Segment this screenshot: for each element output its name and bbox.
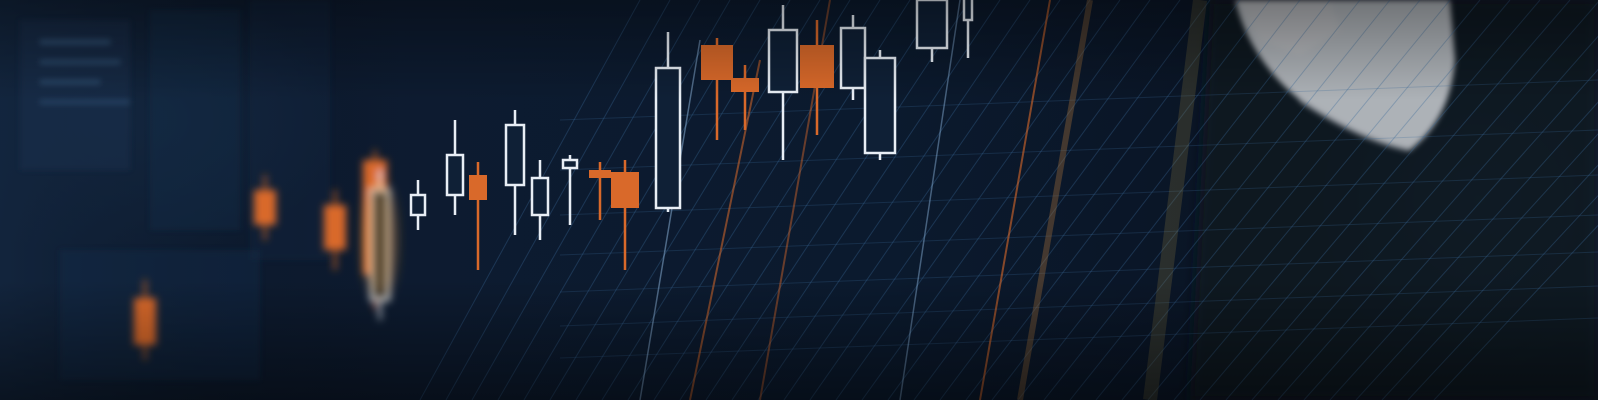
- grid-line-vertical: [1251, 1, 1598, 400]
- grid-line-vertical: [1381, 164, 1598, 400]
- grid-line-vertical: [471, 0, 701, 400]
- grid-line-horizontal: [559, 317, 1598, 359]
- candle-bullish: [839, 15, 867, 100]
- candle-bullish: [409, 180, 427, 230]
- candle-bullish: [530, 160, 550, 240]
- grid-line-vertical: [1225, 0, 1571, 400]
- grid-line-horizontal: [559, 285, 1598, 327]
- candle-bullish: [863, 50, 897, 160]
- candle-bearish: [324, 190, 346, 270]
- grid-line-vertical: [1121, 0, 1451, 400]
- grid-line-vertical: [1433, 224, 1598, 400]
- candle-bullish: [561, 155, 579, 225]
- grid-line-vertical: [783, 0, 1061, 400]
- grid-line-vertical: [445, 0, 671, 400]
- grid-line-vertical: [1017, 0, 1331, 400]
- light-beam: [1017, 0, 1093, 400]
- grid-line-vertical: [1173, 0, 1511, 400]
- grid-line-vertical: [731, 0, 1001, 400]
- light-beam: [899, 0, 961, 400]
- grid-line-vertical: [1277, 35, 1598, 400]
- light-beam: [1143, 0, 1207, 400]
- light-beam: [689, 59, 761, 400]
- grid-line-vertical: [965, 0, 1271, 400]
- grid-line-horizontal: [559, 79, 1598, 121]
- candle-bullish: [654, 32, 682, 212]
- grid-line-vertical: [757, 0, 1031, 400]
- grid-line-vertical: [627, 0, 881, 400]
- candle-bullish: [445, 120, 465, 215]
- candle-bullish: [962, 0, 974, 58]
- grid-line-vertical: [419, 0, 641, 400]
- grid-line-vertical: [1407, 194, 1598, 400]
- candle-bearish: [134, 280, 156, 360]
- light-beam: [639, 39, 701, 400]
- grid-line-vertical: [861, 0, 1151, 400]
- candle-bullish: [767, 5, 799, 160]
- grid-line-horizontal: [559, 129, 1598, 171]
- grid-line-vertical: [1199, 0, 1541, 400]
- grid-line-horizontal: [559, 251, 1598, 293]
- grid-line-vertical: [1069, 0, 1391, 400]
- grid-line-vertical: [679, 0, 941, 400]
- grid-line-vertical: [939, 0, 1241, 400]
- grid-line-vertical: [835, 0, 1121, 400]
- candle-bearish: [731, 65, 759, 130]
- candle-bearish: [701, 38, 733, 140]
- grid-line-vertical: [1329, 101, 1598, 400]
- light-beam: [979, 0, 1051, 400]
- person-hand-silhouette: [1235, 0, 1455, 152]
- grid-line-vertical: [1355, 133, 1598, 400]
- grid-line-vertical: [887, 0, 1181, 400]
- grid-line-vertical: [1303, 68, 1598, 400]
- candle-bearish: [254, 175, 276, 240]
- grid-line-horizontal: [559, 174, 1598, 216]
- candle-bearish: [800, 20, 834, 135]
- candle-bearish: [589, 162, 611, 220]
- candle-bullish: [915, 0, 949, 62]
- grid-line-vertical: [705, 0, 971, 400]
- candle-bearish: [469, 162, 487, 270]
- candle-bearish: [611, 160, 639, 270]
- grid-line-vertical: [913, 0, 1211, 400]
- grid-line-vertical: [1043, 0, 1361, 400]
- grid-line-vertical: [809, 0, 1091, 400]
- candle-bullish: [504, 110, 526, 235]
- grid-line-horizontal: [559, 214, 1598, 256]
- amber-glow: [362, 180, 398, 300]
- grid-line-vertical: [1095, 0, 1421, 400]
- grid-line-vertical: [991, 0, 1301, 400]
- grid-line-vertical: [1147, 0, 1481, 400]
